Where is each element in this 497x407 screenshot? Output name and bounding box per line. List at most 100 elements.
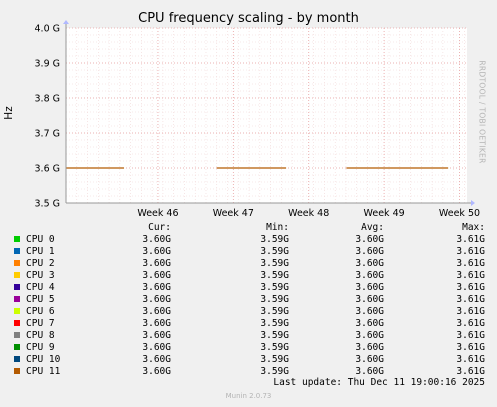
legend-swatch (14, 308, 20, 314)
legend-avg-value: 3.60G (355, 366, 384, 377)
legend-swatch (14, 368, 20, 374)
legend-cur-value: 3.60G (142, 366, 171, 377)
legend-min-value: 3.59G (260, 234, 289, 245)
legend-series-name: CPU 4 (26, 282, 55, 293)
legend-min-value: 3.59G (260, 354, 289, 365)
legend-series-name: CPU 7 (26, 318, 55, 329)
legend-series-name: CPU 9 (26, 342, 55, 353)
legend-header-min: Min: (266, 222, 289, 233)
legend-avg-value: 3.60G (355, 318, 384, 329)
y-axis-label: Hz (3, 106, 15, 120)
legend-row: CPU 0 3.60G 3.59G 3.60G 3.61G (0, 234, 497, 246)
x-axis-arrow (471, 200, 475, 206)
legend-row: CPU 7 3.60G 3.59G 3.60G 3.61G (0, 318, 497, 330)
legend-header: Cur: Min: Avg: Max: (0, 222, 497, 234)
legend-row: CPU 4 3.60G 3.59G 3.60G 3.61G (0, 282, 497, 294)
y-tick-label: 4.0 G (35, 24, 61, 35)
legend-swatch (14, 356, 20, 362)
axes (63, 20, 475, 206)
legend-max-value: 3.61G (456, 366, 485, 377)
legend-cur-value: 3.60G (142, 270, 171, 281)
legend-avg-value: 3.60G (355, 270, 384, 281)
legend-cur-value: 3.60G (142, 258, 171, 269)
legend-row: CPU 3 3.60G 3.59G 3.60G 3.61G (0, 270, 497, 282)
grid (65, 27, 467, 204)
legend-series-name: CPU 10 (26, 354, 61, 365)
legend-max-value: 3.61G (456, 330, 485, 341)
legend-max-value: 3.61G (456, 342, 485, 353)
legend-swatch (14, 344, 20, 350)
legend-max-value: 3.61G (456, 282, 485, 293)
legend-cur-value: 3.60G (142, 306, 171, 317)
legend-row: CPU 2 3.60G 3.59G 3.60G 3.61G (0, 258, 497, 270)
legend-min-value: 3.59G (260, 294, 289, 305)
y-tick-label: 3.6 G (35, 164, 61, 175)
legend-min-value: 3.59G (260, 318, 289, 329)
legend-swatch (14, 236, 20, 242)
legend-max-value: 3.61G (456, 234, 485, 245)
legend-cur-value: 3.60G (142, 246, 171, 257)
x-axis-ticks: Week 46 Week 47 Week 48 Week 49 Week 50 (137, 208, 480, 219)
legend-avg-value: 3.60G (355, 258, 384, 269)
legend-row: CPU 1 3.60G 3.59G 3.60G 3.61G (0, 246, 497, 258)
legend-max-value: 3.61G (456, 246, 485, 257)
legend-max-value: 3.61G (456, 270, 485, 281)
legend-min-value: 3.59G (260, 246, 289, 257)
y-axis-ticks: 3.5 G 3.6 G 3.7 G 3.8 G 3.9 G 4.0 G (35, 24, 61, 210)
legend-avg-value: 3.60G (355, 306, 384, 317)
legend-series-name: CPU 1 (26, 246, 55, 257)
legend-max-value: 3.61G (456, 318, 485, 329)
legend-min-value: 3.59G (260, 342, 289, 353)
last-update: Last update: Thu Dec 11 19:00:16 2025 (273, 377, 485, 388)
legend-series-name: CPU 3 (26, 270, 55, 281)
plot-background (66, 28, 467, 203)
legend-series-name: CPU 0 (26, 234, 55, 245)
legend-cur-value: 3.60G (142, 354, 171, 365)
legend-min-value: 3.59G (260, 270, 289, 281)
legend-cur-value: 3.60G (142, 330, 171, 341)
x-tick-label: Week 50 (439, 208, 480, 219)
legend-cur-value: 3.60G (142, 282, 171, 293)
legend-swatch (14, 248, 20, 254)
legend-swatch (14, 272, 20, 278)
chart-title: CPU frequency scaling - by month (138, 11, 359, 26)
legend-avg-value: 3.60G (355, 294, 384, 305)
legend-avg-value: 3.60G (355, 282, 384, 293)
footer-version: Munin 2.0.73 (225, 392, 272, 400)
legend-min-value: 3.59G (260, 306, 289, 317)
x-tick-label: Week 49 (364, 208, 405, 219)
legend-header-avg: Avg: (361, 222, 384, 233)
y-axis-arrow (63, 20, 69, 24)
legend-cur-value: 3.60G (142, 294, 171, 305)
legend-max-value: 3.61G (456, 258, 485, 269)
x-tick-label: Week 47 (213, 208, 254, 219)
legend-avg-value: 3.60G (355, 354, 384, 365)
legend-swatch (14, 260, 20, 266)
legend-cur-value: 3.60G (142, 342, 171, 353)
legend-row: CPU 8 3.60G 3.59G 3.60G 3.61G (0, 330, 497, 342)
legend-row: CPU 5 3.60G 3.59G 3.60G 3.61G (0, 294, 497, 306)
y-tick-label: 3.9 G (35, 59, 61, 70)
legend-cur-value: 3.60G (142, 234, 171, 245)
y-tick-label: 3.8 G (35, 94, 61, 105)
legend-min-value: 3.59G (260, 282, 289, 293)
legend-max-value: 3.61G (456, 306, 485, 317)
legend-series-name: CPU 5 (26, 294, 55, 305)
legend-max-value: 3.61G (456, 354, 485, 365)
legend-series-name: CPU 2 (26, 258, 55, 269)
legend-series-name: CPU 11 (26, 366, 61, 377)
legend-series-name: CPU 8 (26, 330, 55, 341)
legend-header-cur: Cur: (148, 222, 171, 233)
legend-min-value: 3.59G (260, 258, 289, 269)
legend-row: CPU 9 3.60G 3.59G 3.60G 3.61G (0, 342, 497, 354)
legend-swatch (14, 296, 20, 302)
plot-area: 3.5 G3.6 G3.7 G3.8 G3.9 G4.0 G Week 46 We… (3, 20, 480, 219)
legend-swatch (14, 320, 20, 326)
legend-avg-value: 3.60G (355, 234, 384, 245)
legend-series-name: CPU 6 (26, 306, 55, 317)
legend-swatch (14, 284, 20, 290)
legend-max-value: 3.61G (456, 294, 485, 305)
legend-avg-value: 3.60G (355, 246, 384, 257)
legend-min-value: 3.59G (260, 366, 289, 377)
legend-row: CPU 10 3.60G 3.59G 3.60G 3.61G (0, 354, 497, 366)
